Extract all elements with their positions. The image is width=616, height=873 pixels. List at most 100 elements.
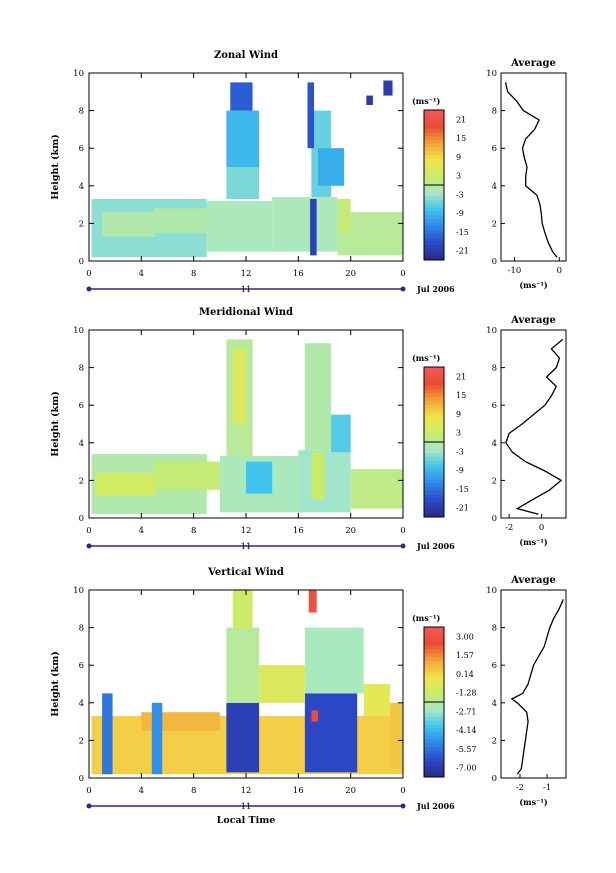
- colorbar-unit: (ms⁻¹): [412, 96, 440, 106]
- colorbar-segment: [424, 687, 444, 692]
- colorbar-segment: [424, 698, 444, 703]
- heatmap-cell: [230, 82, 253, 111]
- heatmap-cell: [307, 82, 315, 149]
- y-tick-label: 8: [79, 624, 84, 634]
- colorbar-segment: [424, 389, 444, 394]
- colorbar-segment: [424, 675, 444, 680]
- colorbar-segment: [424, 468, 444, 473]
- x-tick-label: 0: [86, 526, 91, 536]
- y-tick-label: 2: [79, 736, 84, 746]
- heatmap-cell: [337, 198, 351, 233]
- x-tick-label: 4: [139, 526, 144, 536]
- profile-x-label: (ms⁻¹): [519, 280, 547, 290]
- profile-line: [505, 338, 564, 515]
- x-tick-label: 12: [241, 786, 252, 796]
- colorbar-segment: [424, 140, 444, 145]
- y-tick-label: 10: [73, 586, 84, 596]
- colorbar-segment: [424, 237, 444, 242]
- colorbar-tick-label: 0.14: [456, 670, 474, 679]
- colorbar-segment: [424, 645, 444, 650]
- colorbar-segment: [424, 750, 444, 755]
- colorbar-tick-label: -21: [456, 247, 469, 256]
- heatmap-cell: [317, 148, 345, 186]
- y-tick-label: 8: [79, 364, 84, 374]
- x-tick-label: 0: [86, 269, 91, 279]
- colorbar-segment: [424, 188, 444, 193]
- profile-x-tick-label: 0: [557, 266, 562, 276]
- colorbar-segment: [424, 487, 444, 492]
- heatmap-cell: [154, 208, 207, 233]
- day-label: 11: [241, 802, 252, 812]
- y-tick-label: 6: [79, 661, 84, 671]
- x-axis-label: Local Time: [217, 815, 276, 826]
- colorbar-segment: [424, 397, 444, 402]
- y-tick-label: 6: [79, 401, 84, 411]
- colorbar-segment: [424, 483, 444, 488]
- colorbar-segment: [424, 679, 444, 684]
- panel-title: Vertical Wind: [207, 567, 284, 578]
- colorbar-segment: [424, 475, 444, 480]
- colorbar-segment: [424, 743, 444, 748]
- colorbar-segment: [424, 248, 444, 253]
- y-tick-label: 0: [79, 774, 84, 784]
- colorbar-segment: [424, 367, 444, 372]
- colorbar-segment: [424, 747, 444, 752]
- day-bar-end: [400, 803, 406, 809]
- colorbar-segment: [424, 509, 444, 514]
- colorbar-segment: [424, 773, 444, 778]
- profile-y-tick-label: 6: [492, 401, 497, 411]
- colorbar-segment: [424, 404, 444, 409]
- colorbar-segment: [424, 683, 444, 688]
- x-tick-label: 0: [400, 269, 405, 279]
- colorbar-segment: [424, 374, 444, 379]
- colorbar-tick-label: 1.57: [456, 651, 474, 660]
- profile-y-tick-label: 10: [486, 586, 497, 596]
- date-label: Jul 2006: [416, 284, 455, 294]
- day-bar-end: [400, 543, 406, 549]
- colorbar-segment: [424, 765, 444, 770]
- day-label: 11: [241, 285, 252, 295]
- colorbar-segment: [424, 713, 444, 718]
- colorbar-segment: [424, 382, 444, 387]
- colorbar-segment: [424, 702, 444, 707]
- colorbar-segment: [424, 185, 444, 190]
- profile-y-tick-label: 0: [492, 257, 497, 267]
- colorbar-segment: [424, 434, 444, 439]
- day-bar-start: [86, 286, 92, 292]
- profile-title: Average: [510, 315, 556, 326]
- heatmap-cell: [389, 702, 403, 769]
- heatmap-cell: [232, 348, 246, 424]
- colorbar-tick-label: -2.71: [456, 707, 477, 716]
- y-axis-label: Height (km): [50, 391, 61, 457]
- heatmap-cell: [308, 590, 317, 613]
- y-tick-label: 6: [79, 144, 84, 154]
- colorbar-segment: [424, 694, 444, 699]
- colorbar-segment: [424, 408, 444, 413]
- profile-y-tick-label: 6: [492, 661, 497, 671]
- colorbar-segment: [424, 370, 444, 375]
- y-tick-label: 8: [79, 107, 84, 117]
- colorbar-tick-label: 3: [456, 172, 461, 181]
- heatmap-cell: [206, 200, 273, 252]
- colorbar-segment: [424, 132, 444, 137]
- colorbar-tick-label: 3.00: [456, 632, 474, 641]
- colorbar-segment: [424, 121, 444, 126]
- colorbar-tick-label: -7.00: [456, 764, 477, 773]
- x-tick-label: 12: [241, 526, 252, 536]
- colorbar-segment: [424, 630, 444, 635]
- colorbar-segment: [424, 162, 444, 167]
- profile-y-tick-label: 0: [492, 774, 497, 784]
- heatmap-cell: [154, 461, 220, 490]
- colorbar-segment: [424, 173, 444, 178]
- colorbar-segment: [424, 479, 444, 484]
- heatmap-cell: [226, 627, 260, 703]
- colorbar-segment: [424, 196, 444, 201]
- panel-title: Zonal Wind: [214, 50, 278, 61]
- colorbar-segment: [424, 664, 444, 669]
- colorbar-segment: [424, 505, 444, 510]
- colorbar-segment: [424, 419, 444, 424]
- colorbar-segment: [424, 657, 444, 662]
- heatmap-cell: [363, 684, 390, 716]
- colorbar-segment: [424, 151, 444, 156]
